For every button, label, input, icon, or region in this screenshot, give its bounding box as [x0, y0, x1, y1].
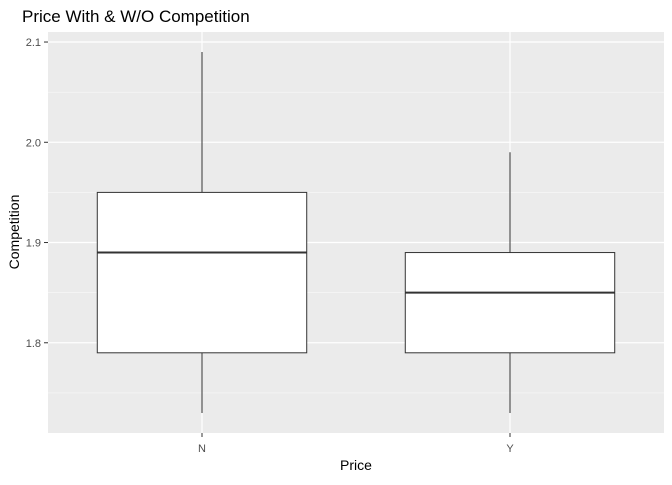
box-iqr	[97, 192, 306, 352]
x-axis-label: Price	[340, 457, 372, 473]
box-iqr	[405, 253, 614, 353]
y-axis-label: Competition	[6, 195, 22, 270]
x-tick-label: N	[198, 443, 206, 455]
y-tick-label: 1.9	[26, 238, 41, 250]
y-axis-ticks: 1.8 1.9 2.0 2.1	[26, 37, 48, 350]
y-tick-label: 1.8	[26, 338, 41, 350]
x-tick-label: Y	[506, 443, 514, 455]
y-tick-label: 2.1	[26, 37, 41, 49]
y-tick-label: 2.0	[26, 137, 41, 149]
chart-title: Price With & W/O Competition	[22, 7, 250, 26]
